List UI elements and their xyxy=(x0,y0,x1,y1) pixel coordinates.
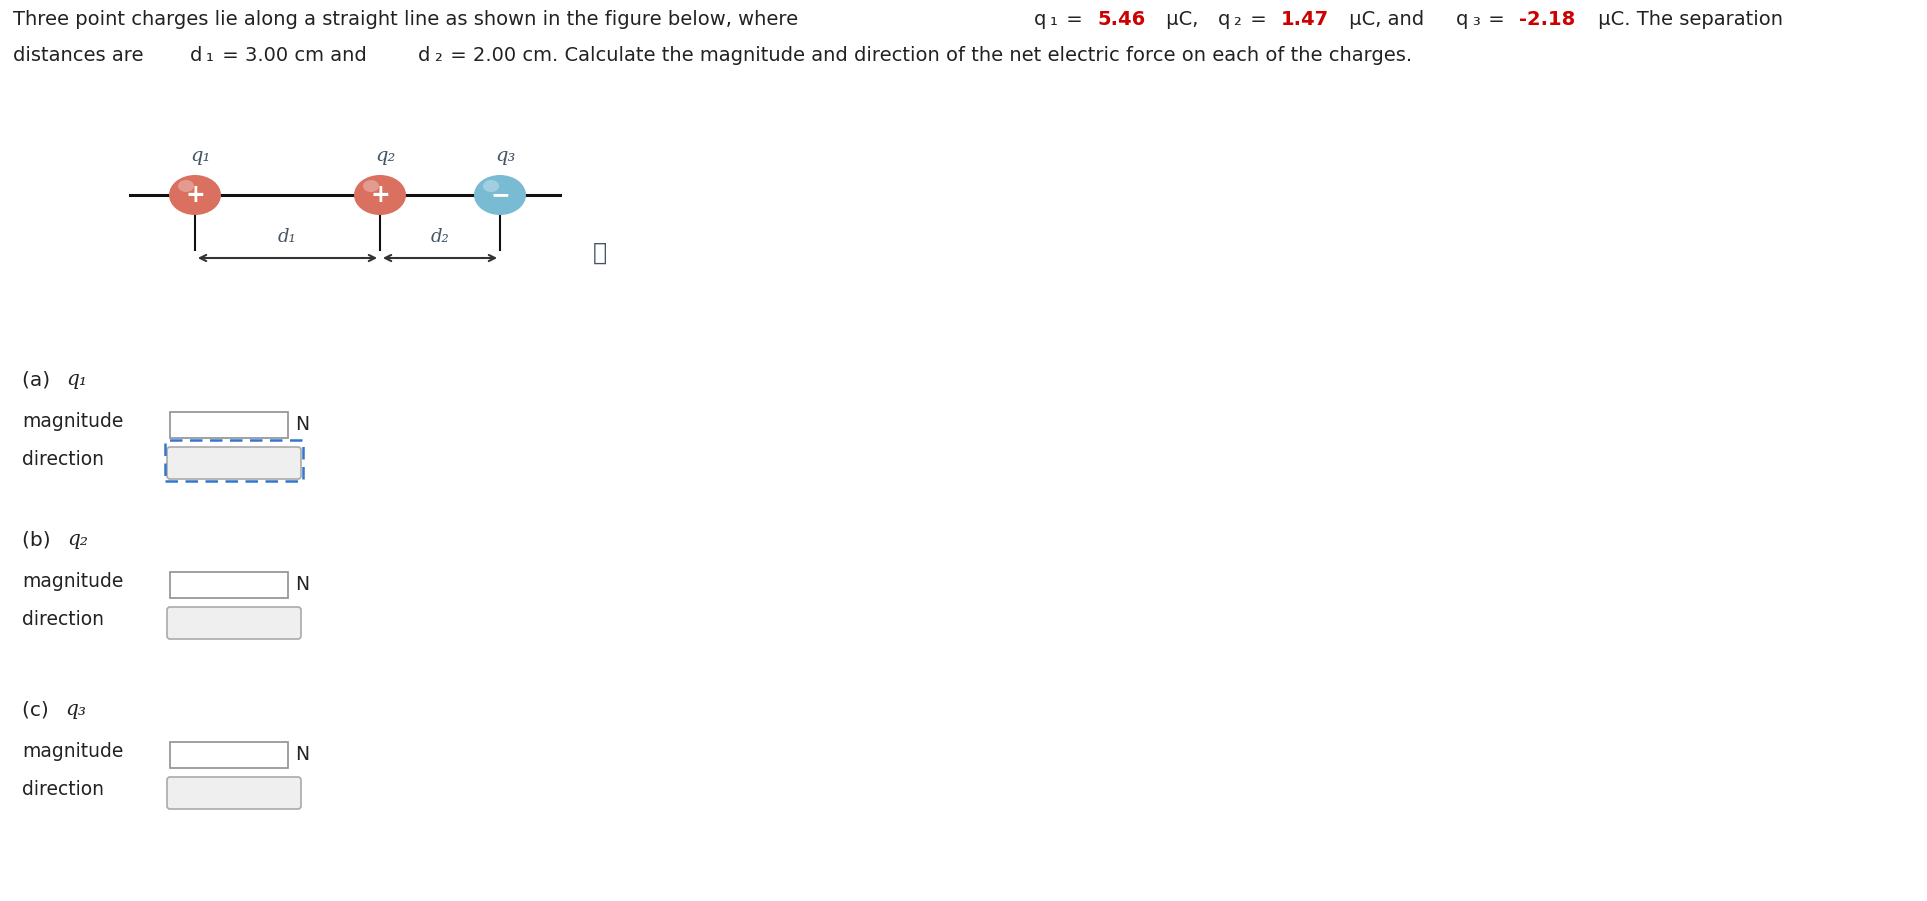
Text: ◄►: ◄► xyxy=(279,785,289,802)
FancyBboxPatch shape xyxy=(170,742,287,768)
Text: +: + xyxy=(185,183,204,207)
Text: +: + xyxy=(370,183,389,207)
FancyBboxPatch shape xyxy=(168,777,301,809)
Text: (a): (a) xyxy=(21,370,56,389)
Text: N: N xyxy=(295,745,308,765)
Text: q₂: q₂ xyxy=(376,147,395,165)
Text: q₁: q₁ xyxy=(191,147,210,165)
Text: magnitude: magnitude xyxy=(21,412,123,431)
FancyBboxPatch shape xyxy=(168,607,301,639)
Text: −: − xyxy=(489,183,511,207)
Text: μC,: μC, xyxy=(1160,10,1204,29)
Text: =: = xyxy=(1060,10,1089,29)
Text: ₃: ₃ xyxy=(1472,10,1480,29)
Text: direction: direction xyxy=(21,780,104,799)
Text: q: q xyxy=(1218,10,1229,29)
Ellipse shape xyxy=(484,180,499,192)
Text: q₃: q₃ xyxy=(66,700,85,719)
Text: = 3.00 cm and: = 3.00 cm and xyxy=(216,46,372,65)
Text: ₂: ₂ xyxy=(434,46,441,65)
FancyBboxPatch shape xyxy=(170,572,287,598)
Text: =: = xyxy=(1243,10,1272,29)
Text: μC, and: μC, and xyxy=(1343,10,1430,29)
Text: =: = xyxy=(1482,10,1511,29)
Ellipse shape xyxy=(474,175,526,215)
Text: (b): (b) xyxy=(21,530,58,549)
Text: d: d xyxy=(189,46,202,65)
Text: direction: direction xyxy=(21,450,104,469)
Text: = 2.00 cm. Calculate the magnitude and direction of the net electric force on ea: = 2.00 cm. Calculate the magnitude and d… xyxy=(445,46,1412,65)
Text: ◄►: ◄► xyxy=(279,454,289,471)
Text: 5.46: 5.46 xyxy=(1098,10,1147,29)
Text: q₂: q₂ xyxy=(67,530,89,549)
Text: ◄►: ◄► xyxy=(279,614,289,632)
Text: ₁: ₁ xyxy=(1050,10,1058,29)
Text: ₁: ₁ xyxy=(206,46,214,65)
Text: (c): (c) xyxy=(21,700,56,719)
Text: d₁: d₁ xyxy=(277,228,297,246)
Text: direction: direction xyxy=(21,610,104,629)
Text: q₃: q₃ xyxy=(495,147,515,165)
Text: magnitude: magnitude xyxy=(21,742,123,761)
Text: ⓘ: ⓘ xyxy=(594,241,607,265)
Text: ---Select---: ---Select--- xyxy=(183,614,270,632)
Text: q: q xyxy=(1035,10,1046,29)
Text: Three point charges lie along a straight line as shown in the figure below, wher: Three point charges lie along a straight… xyxy=(13,10,804,29)
Ellipse shape xyxy=(362,180,380,192)
Text: N: N xyxy=(295,576,308,595)
Text: distances are: distances are xyxy=(13,46,150,65)
Text: magnitude: magnitude xyxy=(21,572,123,591)
Text: μC. The separation: μC. The separation xyxy=(1592,10,1782,29)
Ellipse shape xyxy=(177,180,195,192)
Text: d: d xyxy=(418,46,430,65)
Text: ₂: ₂ xyxy=(1233,10,1241,29)
Ellipse shape xyxy=(355,175,407,215)
Text: -2.18: -2.18 xyxy=(1518,10,1576,29)
Text: q₁: q₁ xyxy=(67,370,87,389)
FancyBboxPatch shape xyxy=(168,447,301,479)
Text: 1.47: 1.47 xyxy=(1281,10,1330,29)
Text: ---Select---: ---Select--- xyxy=(183,454,270,472)
Text: d₂: d₂ xyxy=(430,228,449,246)
FancyBboxPatch shape xyxy=(170,412,287,438)
Text: q: q xyxy=(1457,10,1468,29)
Text: N: N xyxy=(295,415,308,434)
Text: ---Select---: ---Select--- xyxy=(183,784,270,802)
Ellipse shape xyxy=(170,175,222,215)
